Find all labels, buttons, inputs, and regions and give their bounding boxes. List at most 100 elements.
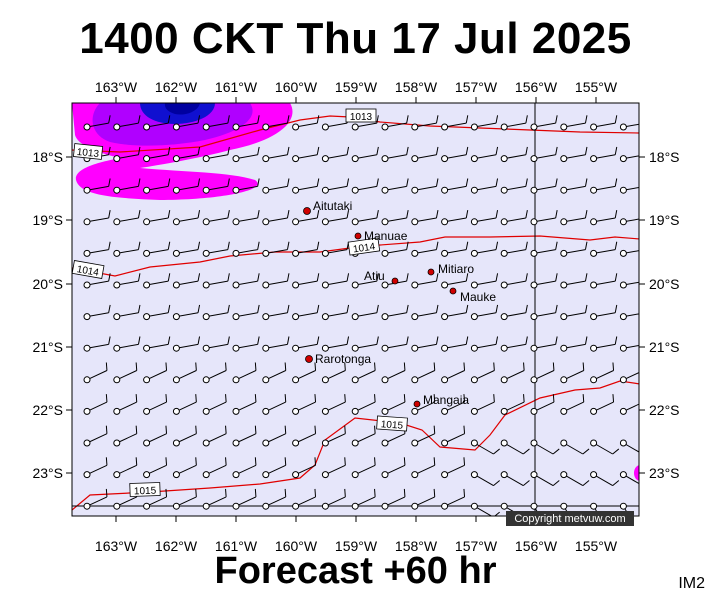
wind-station-circle xyxy=(83,218,91,226)
wind-barb-shaft xyxy=(444,249,467,254)
wind-station-circle xyxy=(143,439,151,447)
wind-barb-shaft xyxy=(205,464,227,476)
wind-station-circle xyxy=(560,344,568,352)
wind-barb-shaft xyxy=(563,343,586,349)
wind-barb-shaft xyxy=(325,370,346,381)
wind-barb-shaft xyxy=(563,122,586,128)
wind-barb-shaft xyxy=(355,122,377,128)
wind-barb-feather xyxy=(406,241,409,250)
wind-barb-feather xyxy=(257,210,260,219)
wind-barb-shaft xyxy=(295,249,318,254)
wind-station-circle xyxy=(262,155,270,163)
wind-barb-shaft xyxy=(474,343,497,349)
wind-barb-feather xyxy=(314,488,317,497)
wind-station-circle xyxy=(143,376,151,384)
wind-station-circle xyxy=(232,281,240,289)
wind-barb-shaft xyxy=(623,281,639,286)
wind-barb-feather xyxy=(108,304,111,313)
wind-station-circle xyxy=(500,439,508,447)
wind-station-circle xyxy=(470,407,478,415)
wind-barb-feather xyxy=(257,146,260,155)
wind-station-circle xyxy=(202,313,210,321)
wind-barb-shaft xyxy=(653,506,664,525)
isobar-label: 1014 xyxy=(76,264,100,279)
wind-barb-shaft xyxy=(474,505,493,516)
wind-barb-shaft xyxy=(623,344,639,349)
wind-barb-feather xyxy=(552,448,560,455)
wind-barb-shaft xyxy=(593,154,616,160)
isobar-labels: 1013 1013 1014 1014 1015 1015 xyxy=(71,108,408,497)
wind-barb-shaft xyxy=(384,217,407,223)
wind-barb-feather xyxy=(108,146,111,155)
wind-station-circle xyxy=(351,376,359,384)
wind-station-circle xyxy=(232,186,240,194)
wind-station-circle xyxy=(560,218,568,226)
wind-barb-shaft xyxy=(563,474,584,487)
wind-station-circle xyxy=(560,186,568,194)
wind-barb-shaft xyxy=(86,280,109,286)
wind-barb-shaft xyxy=(414,217,437,223)
wind-station-circle xyxy=(500,281,508,289)
wind-barb-shaft xyxy=(533,122,556,128)
wind-barb-shaft xyxy=(563,442,584,455)
lat-label: 18°S xyxy=(32,149,63,165)
wind-barb-feather xyxy=(465,241,469,250)
wind-barb-shaft xyxy=(623,123,639,128)
wind-station-circle xyxy=(590,376,598,384)
wind-barb-feather xyxy=(167,336,171,345)
wind-barb-shaft xyxy=(533,442,554,455)
wind-station-circle xyxy=(172,502,180,510)
wind-barb-shaft xyxy=(354,370,376,381)
wind-barb-shaft xyxy=(295,122,318,128)
wind-barb-feather xyxy=(582,480,590,486)
wind-station-circle xyxy=(83,471,91,479)
wind-barb-feather xyxy=(495,304,499,313)
wind-barb-feather xyxy=(167,146,171,155)
wind-barb-shaft xyxy=(384,154,407,160)
wind-barb-feather xyxy=(435,304,439,313)
wind-barb-feather xyxy=(314,394,317,403)
wind-barb-feather xyxy=(403,488,406,497)
wind-barb-shaft xyxy=(235,464,257,476)
wind-barb-shaft xyxy=(504,249,526,254)
wind-barb-feather xyxy=(254,457,257,466)
wind-station-circle xyxy=(500,376,508,384)
wind-barb-feather xyxy=(552,480,560,486)
wind-barb-shaft xyxy=(206,343,228,349)
wind-station-circle xyxy=(650,503,656,509)
wind-barb-feather xyxy=(612,394,615,403)
wind-barb-shaft xyxy=(176,154,199,160)
wind-barb-shaft xyxy=(384,401,406,412)
wind-barb-feather xyxy=(376,115,379,124)
map-title: 1400 CKT Thu 17 Jul 2025 xyxy=(79,14,632,63)
wind-barb-feather xyxy=(555,115,558,124)
wind-station-circle xyxy=(470,313,478,321)
wind-station-circle xyxy=(441,218,449,226)
wind-barb-feather xyxy=(673,394,674,402)
wind-barb-shaft xyxy=(623,218,639,223)
wind-barb-feather xyxy=(108,210,111,219)
wind-station-circle xyxy=(411,376,419,384)
wind-barb-shaft xyxy=(504,154,526,160)
wind-barb-feather xyxy=(376,273,379,282)
wind-station-circle xyxy=(590,186,598,194)
wind-barb-shaft xyxy=(176,185,199,191)
wind-barb-feather xyxy=(523,394,525,403)
wind-barb-feather xyxy=(465,304,469,313)
lon-label: 161°W xyxy=(215,79,258,95)
wind-station-circle xyxy=(321,344,329,352)
wind-station-circle xyxy=(83,313,91,321)
wind-station-circle xyxy=(590,344,598,352)
wind-barb-feather xyxy=(495,178,499,187)
wind-barb-feather xyxy=(522,480,530,486)
wind-barb-shaft xyxy=(235,249,258,254)
wind-station-circle xyxy=(470,155,478,163)
wind-barb-feather xyxy=(108,241,111,250)
wind-barb-feather xyxy=(227,273,230,282)
wind-barb-shaft xyxy=(444,401,465,412)
wind-barb-feather xyxy=(195,362,197,371)
wind-barb-feather xyxy=(465,178,469,187)
wind-barb-feather xyxy=(584,178,588,187)
wind-station-circle xyxy=(202,344,210,352)
wind-station-circle xyxy=(530,218,538,226)
